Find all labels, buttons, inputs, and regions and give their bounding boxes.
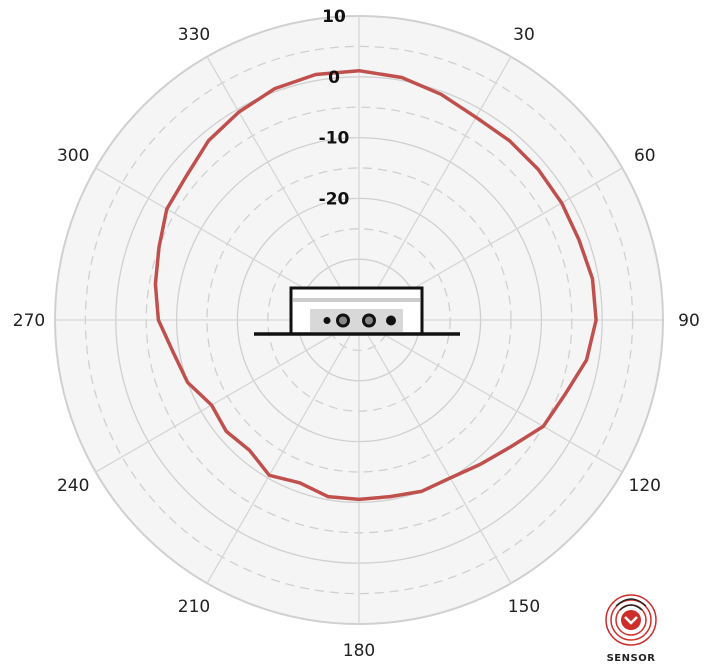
- angle-tick-label: 240: [57, 476, 89, 496]
- sensor-logo: SENSOR: [605, 594, 657, 664]
- radial-tick-label: -10: [319, 129, 350, 149]
- grid-spoke: [206, 319, 360, 584]
- angle-tick-label: 210: [178, 597, 210, 617]
- angle-tick-labels: 30 60 90 120 150 180 210 240 270 300 330: [13, 25, 700, 661]
- grid-spoke: [358, 56, 512, 321]
- grid-spoke: [358, 319, 512, 584]
- radial-tick-label: -20: [319, 189, 350, 209]
- radiation-pattern-line: [153, 68, 598, 502]
- angle-tick-label: 120: [629, 476, 661, 496]
- radial-tick-labels: 10 0 -10 -20: [319, 7, 350, 209]
- angle-tick-label: 300: [57, 146, 89, 166]
- grid-spoke: [95, 319, 360, 473]
- radial-tick-label: 0: [328, 68, 340, 88]
- grid-spoke: [358, 319, 623, 473]
- logo-text: SENSOR: [607, 653, 656, 664]
- angle-tick-label: 30: [513, 25, 535, 45]
- grid-spoke: [206, 56, 360, 321]
- angle-tick-label: 150: [508, 597, 540, 617]
- angle-tick-label: 330: [178, 25, 210, 45]
- sensor-device-icon: [254, 286, 460, 336]
- angle-tick-label: 270: [13, 311, 45, 331]
- angle-tick-label: 90: [678, 311, 700, 331]
- radial-tick-label: 10: [322, 7, 346, 27]
- angle-tick-label: 180: [343, 641, 375, 661]
- angle-tick-label: 60: [634, 146, 656, 166]
